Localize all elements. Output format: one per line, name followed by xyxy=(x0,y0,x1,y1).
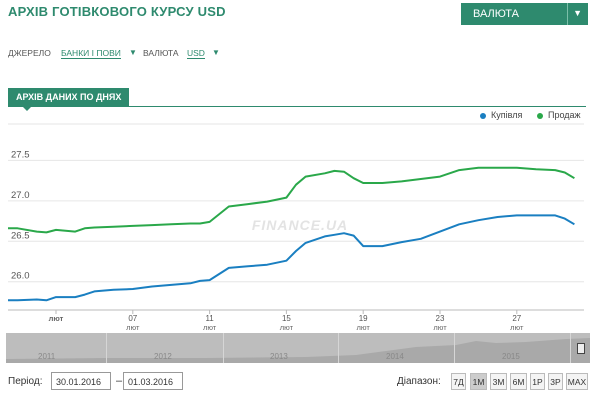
x-tick-label: 27 xyxy=(512,314,521,323)
x-tick-label: 11 xyxy=(205,314,214,323)
range-button-7d[interactable]: 7Д xyxy=(451,373,466,390)
x-tick-sublabel: лют xyxy=(49,314,64,323)
date-to-input[interactable]: 01.03.2016 xyxy=(123,372,183,390)
x-tick-sublabel: лют xyxy=(357,323,371,332)
tab-pointer-icon xyxy=(22,106,32,111)
legend-item-sell[interactable]: Продаж xyxy=(537,110,581,120)
watermark: FINANCE.UA xyxy=(252,217,348,233)
source-caret-icon[interactable]: ▼ xyxy=(129,48,137,57)
currency-dropdown-button[interactable]: ВАЛЮТА ▼ xyxy=(461,3,588,25)
range-button-max[interactable]: MAX xyxy=(566,373,588,390)
navigator-divider xyxy=(223,333,224,363)
navigator-divider xyxy=(106,333,107,363)
x-tick-label: 07 xyxy=(128,314,137,323)
date-range-dash: – xyxy=(116,375,123,387)
series-line-buy xyxy=(8,214,575,302)
source-select[interactable]: БАНКИ І ПОВИ xyxy=(61,48,121,59)
range-button-3m[interactable]: 3М xyxy=(490,373,507,390)
range-navigator[interactable]: 2011 2012 2013 2014 2015 xyxy=(6,333,590,363)
series-line-sell xyxy=(8,166,575,234)
tab-underline xyxy=(8,106,586,107)
legend-sell-label: Продаж xyxy=(548,110,581,120)
navigator-year: 2011 xyxy=(38,352,56,361)
tab-daily-archive[interactable]: АРХІВ ДАНИХ ПО ДНЯХ xyxy=(8,88,130,106)
y-tick-label: 27.0 xyxy=(11,190,30,201)
navigator-divider xyxy=(570,333,571,363)
x-tick-sublabel: лют xyxy=(126,323,140,332)
x-tick-label: 19 xyxy=(359,314,368,323)
legend-item-buy[interactable]: Купівля xyxy=(480,110,522,120)
currency-label: ВАЛЮТА xyxy=(143,48,179,58)
range-button-3y[interactable]: 3Р xyxy=(548,373,563,390)
navigator-divider xyxy=(454,333,455,363)
period-label: Період: xyxy=(8,376,43,387)
navigator-divider xyxy=(338,333,339,363)
navigator-handle[interactable] xyxy=(577,343,585,354)
legend-dot-icon xyxy=(480,112,486,119)
y-tick-label: 26.5 xyxy=(11,230,30,241)
x-tick-sublabel: лют xyxy=(433,323,447,332)
legend-dot-icon xyxy=(537,112,543,119)
navigator-area-shape xyxy=(6,338,590,363)
dropdown-divider xyxy=(567,3,568,25)
currency-select[interactable]: USD xyxy=(187,48,205,59)
x-tick-label: 15 xyxy=(282,314,291,323)
x-tick-sublabel: лют xyxy=(510,323,524,332)
currency-dropdown-label: ВАЛЮТА xyxy=(473,8,519,20)
y-tick-label: 26.0 xyxy=(11,271,30,282)
navigator-year: 2015 xyxy=(502,352,520,361)
source-label: ДЖЕРЕЛО xyxy=(8,48,51,58)
navigator-year: 2014 xyxy=(386,352,404,361)
range-button-1m[interactable]: 1М xyxy=(470,373,487,390)
x-tick-sublabel: лют xyxy=(280,323,294,332)
x-tick-sublabel: лют xyxy=(203,323,217,332)
navigator-year: 2012 xyxy=(154,352,172,361)
range-button-1y[interactable]: 1Р xyxy=(530,373,545,390)
page-title: АРХІВ ГОТІВКОВОГО КУРСУ USD xyxy=(8,4,226,19)
chevron-down-icon: ▼ xyxy=(573,8,582,18)
y-tick-label: 27.5 xyxy=(11,149,30,160)
date-from-input[interactable]: 30.01.2016 xyxy=(51,372,111,390)
currency-caret-icon[interactable]: ▼ xyxy=(212,48,220,57)
range-button-6m[interactable]: 6М xyxy=(510,373,527,390)
x-tick-label: 23 xyxy=(436,314,445,323)
navigator-year: 2013 xyxy=(270,352,288,361)
range-label: Діапазон: xyxy=(397,376,441,387)
legend-buy-label: Купівля xyxy=(491,110,523,120)
